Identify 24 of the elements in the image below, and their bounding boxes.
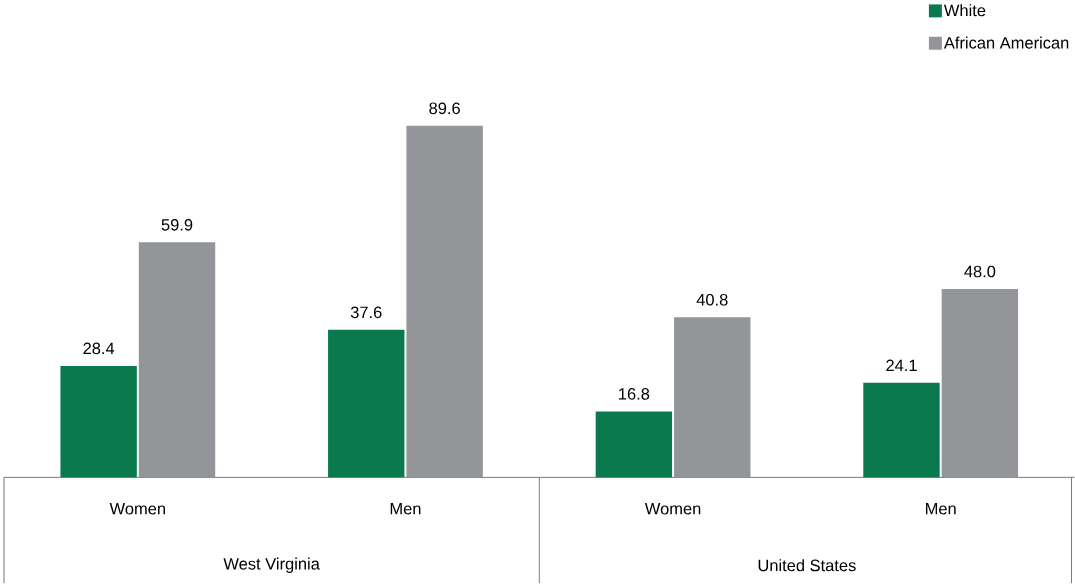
bar [595,411,673,478]
bar [328,329,405,478]
text: United States [758,559,856,572]
legend-label: African American [943,36,1069,49]
bar [863,382,940,478]
bar [406,125,483,478]
data-label: 24.1 [886,359,917,372]
bar [138,242,216,478]
data-label: 40.8 [696,294,728,306]
data-label: 37.6 [350,306,382,319]
x-tick-label: Women [644,503,701,515]
data-label: 28.4 [83,342,115,355]
data-label: 48.0 [964,265,996,278]
data-label: 89.6 [429,102,460,115]
data-label: 16.8 [619,388,650,400]
x-tick-label: Women [109,503,165,515]
bar [674,317,751,478]
x-tick-label: Men [390,503,421,515]
x-tick-label: Men [926,503,956,515]
data-label: 59.9 [161,219,193,231]
text: West Virginia [223,557,320,574]
bar [941,289,1019,478]
legend-label: White [943,4,986,17]
bar [60,366,137,478]
